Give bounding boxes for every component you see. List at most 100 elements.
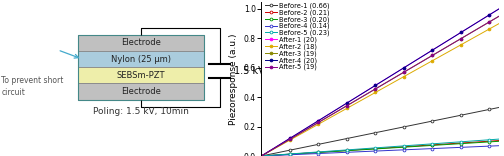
- Legend: Before-1 (0.66), Before-2 (0.21), Before-3 (0.20), Before-4 (0.14), Before-5 (0.: Before-1 (0.66), Before-2 (0.21), Before…: [265, 2, 331, 71]
- After-3 (19): [310, 124, 317, 126]
- Before-1 (0.66): [330, 141, 336, 142]
- Line: After-4 (20): After-4 (20): [260, 7, 500, 156]
- Text: Electrode: Electrode: [121, 38, 161, 47]
- Bar: [79, 83, 204, 100]
- After-4 (20): [496, 8, 502, 10]
- Line: Before-4 (0.14): Before-4 (0.14): [260, 144, 500, 156]
- Text: To prevent short
circuit: To prevent short circuit: [2, 76, 64, 97]
- After-2 (18): [259, 155, 265, 156]
- Before-3 (0.20): [334, 150, 340, 152]
- Bar: [79, 35, 204, 51]
- Before-3 (0.20): [491, 141, 497, 143]
- Line: Before-5 (0.23): Before-5 (0.23): [260, 138, 500, 156]
- After-4 (20): [310, 123, 317, 125]
- After-3 (19): [259, 155, 265, 156]
- After-5 (19): [496, 15, 502, 17]
- Before-2 (0.21): [334, 150, 340, 152]
- Before-4 (0.14): [491, 145, 497, 147]
- Line: After-2 (18): After-2 (18): [260, 22, 500, 156]
- After-2 (18): [496, 23, 502, 24]
- Before-1 (0.66): [334, 139, 340, 141]
- Before-4 (0.14): [330, 152, 336, 154]
- Before-5 (0.23): [415, 144, 421, 146]
- After-3 (19): [429, 54, 435, 56]
- After-3 (19): [491, 18, 497, 20]
- Before-5 (0.23): [330, 150, 336, 152]
- Before-1 (0.66): [496, 107, 502, 108]
- Before-3 (0.20): [310, 152, 317, 154]
- After-1 (20): [334, 108, 340, 110]
- Before-1 (0.66): [415, 123, 421, 125]
- After-2 (18): [429, 60, 435, 62]
- Before-2 (0.21): [415, 145, 421, 147]
- Line: Before-3 (0.20): Before-3 (0.20): [260, 140, 500, 156]
- After-3 (19): [334, 110, 340, 112]
- After-5 (19): [259, 155, 265, 156]
- Before-1 (0.66): [259, 155, 265, 156]
- Text: Electrode: Electrode: [121, 87, 161, 96]
- After-2 (18): [491, 25, 497, 27]
- Before-5 (0.23): [496, 138, 502, 140]
- Before-4 (0.14): [310, 153, 317, 155]
- After-4 (20): [259, 155, 265, 156]
- After-5 (19): [429, 54, 435, 56]
- Before-2 (0.21): [429, 144, 435, 146]
- Before-1 (0.66): [429, 120, 435, 122]
- Before-5 (0.23): [429, 143, 435, 145]
- Before-3 (0.20): [429, 144, 435, 146]
- Before-2 (0.21): [259, 155, 265, 156]
- Before-1 (0.66): [491, 107, 497, 109]
- Before-1 (0.66): [310, 144, 317, 146]
- After-2 (18): [330, 115, 336, 117]
- Before-3 (0.20): [496, 140, 502, 142]
- After-5 (19): [330, 113, 336, 115]
- After-2 (18): [415, 68, 421, 70]
- Before-3 (0.20): [259, 155, 265, 156]
- Before-5 (0.23): [259, 155, 265, 156]
- After-5 (19): [334, 110, 340, 112]
- Line: After-5 (19): After-5 (19): [260, 15, 500, 156]
- Before-2 (0.21): [491, 140, 497, 142]
- After-1 (20): [415, 58, 421, 60]
- Before-4 (0.14): [496, 145, 502, 147]
- After-1 (20): [259, 155, 265, 156]
- Text: Nylon (25 μm): Nylon (25 μm): [111, 55, 171, 64]
- After-5 (19): [491, 18, 497, 20]
- Before-4 (0.14): [334, 152, 340, 154]
- After-2 (18): [334, 113, 340, 115]
- Line: Before-2 (0.21): Before-2 (0.21): [260, 139, 500, 156]
- Y-axis label: Piezoresponse (a.u.): Piezoresponse (a.u.): [229, 33, 238, 124]
- After-1 (20): [429, 49, 435, 51]
- Bar: [79, 35, 204, 100]
- Before-4 (0.14): [415, 148, 421, 150]
- After-3 (19): [330, 113, 336, 115]
- After-5 (19): [310, 124, 317, 126]
- Bar: [79, 51, 204, 67]
- After-3 (19): [415, 63, 421, 65]
- Before-3 (0.20): [415, 145, 421, 147]
- After-1 (20): [330, 111, 336, 113]
- After-4 (20): [330, 111, 336, 113]
- Text: 1.5 kV: 1.5 kV: [234, 66, 265, 76]
- Before-5 (0.23): [491, 139, 497, 140]
- Line: After-1 (20): After-1 (20): [260, 7, 500, 156]
- Before-2 (0.21): [496, 140, 502, 141]
- Line: Before-1 (0.66): Before-1 (0.66): [260, 106, 500, 156]
- Text: Poling: 1.5 kV, 10min: Poling: 1.5 kV, 10min: [93, 107, 189, 116]
- Before-4 (0.14): [259, 155, 265, 156]
- Before-2 (0.21): [330, 150, 336, 152]
- Before-5 (0.23): [334, 150, 340, 151]
- Before-3 (0.20): [330, 151, 336, 153]
- After-5 (19): [415, 63, 421, 65]
- After-1 (20): [491, 11, 497, 13]
- After-3 (19): [496, 15, 502, 17]
- After-4 (20): [415, 58, 421, 60]
- Text: SEBSm-PZT: SEBSm-PZT: [117, 71, 165, 80]
- After-1 (20): [310, 123, 317, 125]
- After-4 (20): [491, 11, 497, 13]
- Before-2 (0.21): [310, 152, 317, 154]
- After-2 (18): [310, 126, 317, 128]
- Before-4 (0.14): [429, 148, 435, 149]
- After-4 (20): [429, 49, 435, 51]
- After-1 (20): [496, 8, 502, 10]
